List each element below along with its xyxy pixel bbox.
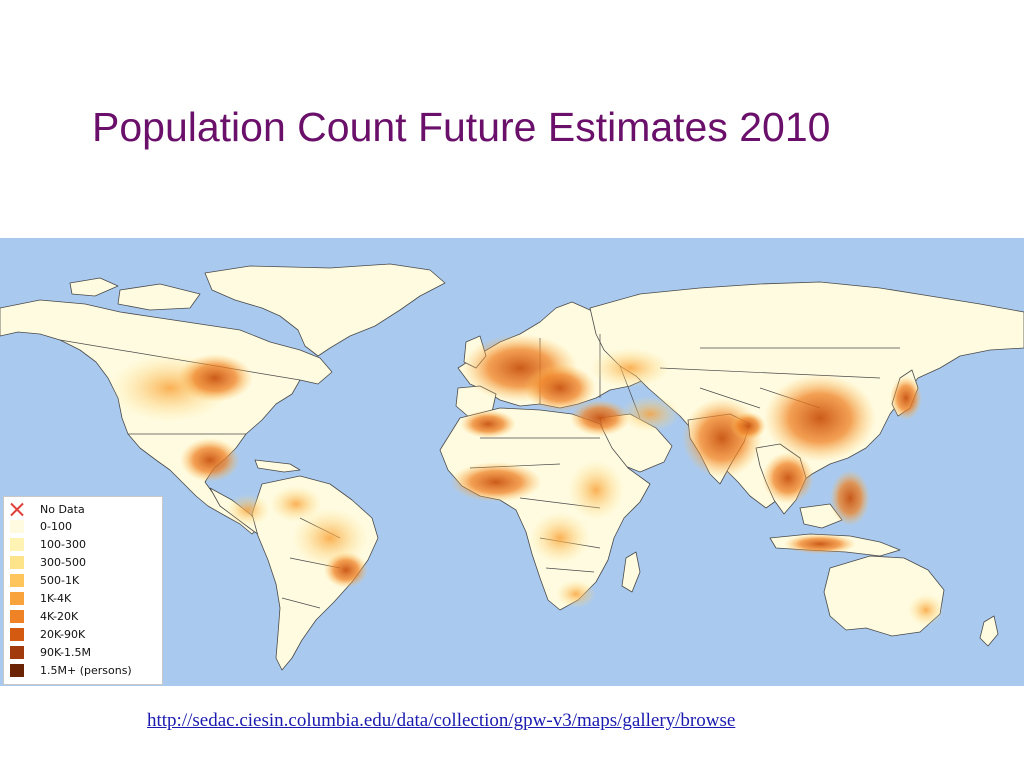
legend-swatch	[10, 519, 24, 533]
legend-label: 20K-90K	[40, 627, 86, 641]
legend-item: 300-500	[10, 554, 86, 570]
legend-swatch	[10, 591, 24, 605]
source-link[interactable]: http://sedac.ciesin.columbia.edu/data/co…	[147, 710, 736, 731]
legend-label: 90K-1.5M	[40, 645, 92, 659]
legend-swatch	[10, 663, 24, 677]
arctic-islands	[117, 283, 201, 311]
world-population-map	[0, 238, 1024, 686]
map-graphic	[0, 238, 1024, 686]
population-density	[110, 334, 944, 626]
greenland	[204, 263, 446, 357]
legend-label: 300-500	[40, 555, 86, 569]
legend-swatch	[10, 537, 24, 551]
legend-item: 20K-90K	[10, 626, 85, 642]
legend-item: 90K-1.5M	[10, 644, 91, 660]
legend-item: 100-300	[10, 536, 86, 552]
legend-item: 1.5M+ (persons)	[10, 662, 132, 678]
legend-item: 1K-4K	[10, 590, 71, 606]
legend-item-no-data: No Data	[10, 501, 85, 517]
caribbean	[254, 459, 301, 473]
legend-swatch	[10, 609, 24, 623]
legend-label: 100-300	[40, 537, 86, 551]
new-zealand	[979, 615, 999, 647]
legend-label: 1K-4K	[40, 591, 72, 605]
legend-swatch	[10, 645, 24, 659]
legend-label: No Data	[40, 502, 85, 516]
legend-item: 0-100	[10, 518, 72, 534]
x-mark-icon	[10, 502, 24, 516]
legend-label: 4K-20K	[40, 609, 79, 623]
legend-item: 4K-20K	[10, 608, 78, 624]
map-legend: No Data 0-100 100-300 300-500 500-1K 1K-…	[3, 496, 163, 685]
slide-title: Population Count Future Estimates 2010	[92, 104, 831, 150]
madagascar	[621, 551, 641, 593]
legend-label: 1.5M+ (persons)	[40, 663, 132, 677]
legend-label: 500-1K	[40, 573, 80, 587]
legend-label: 0-100	[40, 519, 72, 533]
legend-swatch	[10, 627, 24, 641]
legend-swatch	[10, 573, 24, 587]
legend-swatch	[10, 555, 24, 569]
legend-item: 500-1K	[10, 572, 79, 588]
